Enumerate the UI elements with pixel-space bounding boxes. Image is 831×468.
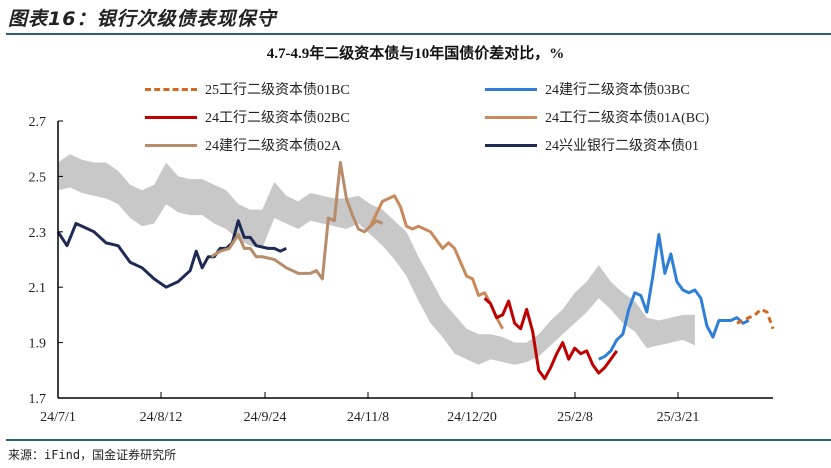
figure-title: 图表16：银行次级债表现保守	[8, 8, 277, 30]
legend-swatch	[485, 143, 537, 147]
legend-item: 24工行二级资本债02BC	[145, 107, 350, 127]
x-tick-label: 24/8/12	[140, 410, 183, 425]
y-tick-label: 1.9	[29, 337, 47, 352]
series-line	[483, 297, 618, 381]
legend-item: 24兴业银行二级资本债01	[485, 135, 699, 155]
legend-label: 24工行二级资本债01A(BC)	[545, 111, 710, 126]
footer-divider	[6, 439, 831, 441]
line-chart: 2.7 2.5 2.3 2.1 1.9 1.7 24/7/1 24/8/12 24/9/24 24…	[29, 115, 775, 425]
series-line	[598, 233, 750, 361]
source-note: 来源：iFind，国金证券研究所	[8, 448, 177, 462]
legend-item: 25工行二级资本债01BC	[145, 79, 350, 99]
legend-label: 24工行二级资本债02BC	[205, 111, 350, 126]
range-band	[58, 154, 695, 365]
title-divider	[6, 33, 831, 35]
x-tick-label: 24/11/8	[347, 410, 389, 425]
series-line	[736, 307, 775, 330]
legend-label: 24建行二级资本债03BC	[545, 83, 690, 98]
legend-label: 24建行二级资本债02A	[205, 139, 342, 154]
y-tick-label: 2.7	[29, 115, 47, 130]
legend-item: 24建行二级资本债02A	[145, 135, 341, 155]
series-line	[369, 194, 504, 330]
legend-label: 24兴业银行二级资本债01	[545, 139, 699, 154]
x-tick-label: 24/9/24	[244, 410, 287, 425]
x-tick-label: 25/2/8	[557, 410, 593, 425]
legend-swatch	[145, 115, 197, 119]
chart-title: 4.7-4.9年二级资本债与10年国债价差对比，%	[266, 46, 565, 62]
y-tick-label: 1.7	[29, 392, 47, 407]
legend-swatch	[485, 87, 537, 91]
legend-item: 24建行二级资本债03BC	[485, 79, 690, 99]
y-tick-label: 2.5	[29, 170, 47, 185]
x-tick-label: 24/12/20	[447, 410, 497, 425]
x-tick-label: 24/7/1	[40, 410, 76, 425]
legend-swatch	[145, 143, 197, 147]
x-tick-label: 25/3/21	[657, 410, 700, 425]
legend-swatch	[145, 87, 197, 91]
legend-item: 24工行二级资本债01A(BC)	[485, 107, 709, 127]
y-tick-label: 2.3	[29, 226, 47, 241]
y-tick-label: 2.1	[29, 281, 47, 296]
series-line	[56, 219, 287, 289]
legend-swatch	[485, 115, 537, 119]
legend-label: 25工行二级资本债01BC	[205, 83, 350, 98]
series-line	[210, 161, 384, 281]
